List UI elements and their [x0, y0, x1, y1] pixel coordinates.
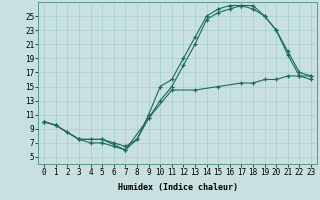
- X-axis label: Humidex (Indice chaleur): Humidex (Indice chaleur): [118, 183, 238, 192]
